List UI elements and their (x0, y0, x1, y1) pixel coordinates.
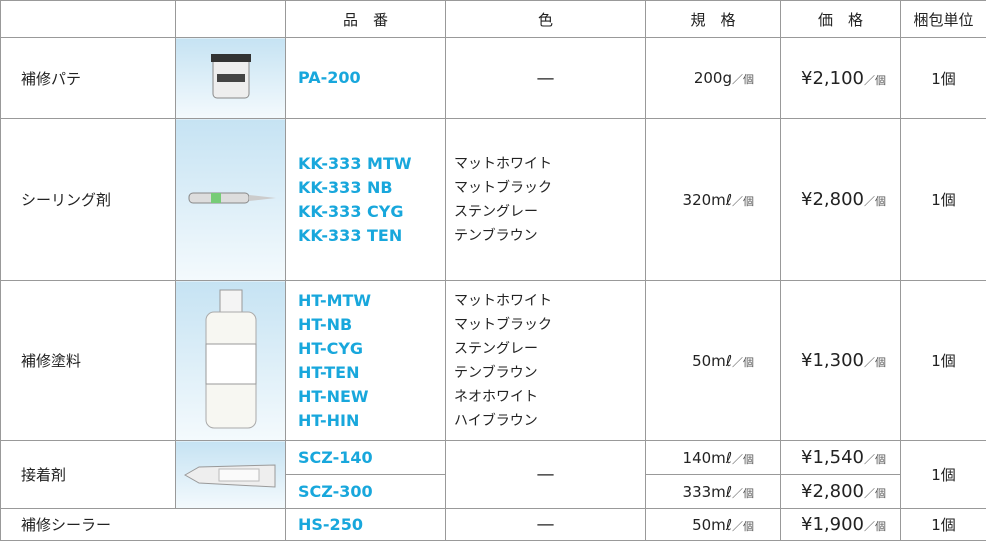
color-name: ハイブラウン (454, 409, 645, 433)
name: 接着剤 (1, 441, 176, 509)
part-number: KK-333 CYG (298, 200, 445, 224)
name: 補修シーラー (1, 509, 286, 541)
spec-cell: 50mℓ／個 (646, 509, 781, 541)
specs-amount: 200g (694, 69, 732, 87)
price-cell: ¥1,540／個 (781, 441, 901, 475)
specs-amount: 50mℓ (692, 516, 732, 534)
putty-icon (201, 46, 261, 106)
price-cell: ¥2,100／個 (781, 38, 901, 119)
prices-per: ／個 (864, 74, 886, 87)
price-cell: ¥2,800／個 (781, 475, 901, 509)
price-cell: ¥1,900／個 (781, 509, 901, 541)
tube-icon (179, 453, 283, 493)
header-cell: 梱包単位 (901, 1, 986, 38)
part-number: KK-333 MTW (298, 152, 445, 176)
prices-per: ／個 (864, 356, 886, 369)
row: 補修シーラー HS-250 — 50mℓ／個 ¥1,900／個 1個 (1, 509, 986, 541)
spec-cell: 50mℓ／個 (646, 281, 781, 441)
part-cell: HS-250 (286, 509, 446, 541)
prices-amount: ¥1,300 (801, 350, 864, 371)
header-cell: 色 (446, 1, 646, 38)
price-cell: ¥1,300／個 (781, 281, 901, 441)
name: シーリング剤 (1, 119, 176, 281)
prices-per: ／個 (864, 487, 886, 500)
specs-amount: 140mℓ (683, 449, 732, 467)
color-cell: — (446, 441, 646, 509)
specs-per: ／個 (732, 73, 754, 86)
spec-cell: 200g／個 (646, 38, 781, 119)
prices-per: ／個 (864, 520, 886, 533)
color-cell: マットホワイトマットブラックステングレーテンブラウン (446, 119, 646, 281)
unit: 1個 (901, 38, 986, 119)
color-cell: — (446, 38, 646, 119)
row: 接着剤 SCZ-140 — 140mℓ／個 ¥1,540／個 1個 (1, 441, 986, 475)
name: 補修パテ (1, 38, 176, 119)
name: 補修塗料 (1, 281, 176, 441)
header-cell: 品 番 (286, 1, 446, 38)
tube-icon (181, 183, 281, 213)
part-cell: SCZ-140 (286, 441, 446, 475)
specs-amount: 50mℓ (692, 352, 732, 370)
prices-amount: ¥2,100 (801, 68, 864, 89)
color-name: マットホワイト (454, 289, 645, 313)
specs-amount: 320mℓ (683, 191, 732, 209)
part-number: KK-333 TEN (298, 224, 445, 248)
part-number: HT-HIN (298, 409, 445, 433)
spec-cell: 333mℓ／個 (646, 475, 781, 509)
specs-amount: 333mℓ (683, 483, 732, 501)
color-cell: — (446, 509, 646, 541)
color-name: テンブラウン (454, 224, 645, 248)
color-name: ステングレー (454, 200, 645, 224)
part-number: PA-200 (298, 66, 445, 90)
prices-amount: ¥2,800 (801, 481, 864, 502)
image (176, 119, 286, 281)
unit: 1個 (901, 281, 986, 441)
specs-per: ／個 (732, 195, 754, 208)
part-number: HT-NB (298, 313, 445, 337)
color-name: マットホワイト (454, 152, 645, 176)
color-cell: マットホワイトマットブラックステングレーテンブラウンネオホワイトハイブラウン (446, 281, 646, 441)
part-cell: SCZ-300 (286, 475, 446, 509)
color-name: マットブラック (454, 176, 645, 200)
prices-per: ／個 (864, 195, 886, 208)
prices-amount: ¥2,800 (801, 189, 864, 210)
prices-per: ／個 (864, 453, 886, 466)
unit: 1個 (901, 119, 986, 281)
unit: 1個 (901, 441, 986, 509)
specs-per: ／個 (732, 453, 754, 466)
spec-cell: 140mℓ／個 (646, 441, 781, 475)
prices-amount: ¥1,900 (801, 514, 864, 535)
specs-per: ／個 (732, 520, 754, 533)
specs-per: ／個 (732, 487, 754, 500)
part-number: KK-333 NB (298, 176, 445, 200)
part-number: HT-NEW (298, 385, 445, 409)
header-row: 品 番 色 規 格 価 格 梱包単位 (1, 1, 986, 38)
image (176, 281, 286, 441)
unit: 1個 (901, 509, 986, 541)
header-cell: 価 格 (781, 1, 901, 38)
color-name: テンブラウン (454, 361, 645, 385)
part-number: HT-MTW (298, 289, 445, 313)
part-number: HT-TEN (298, 361, 445, 385)
part-cell: PA-200 (286, 38, 446, 119)
spec-cell: 320mℓ／個 (646, 119, 781, 281)
specs-per: ／個 (732, 356, 754, 369)
price-cell: ¥2,800／個 (781, 119, 901, 281)
color-name: ネオホワイト (454, 385, 645, 409)
color-name: マットブラック (454, 313, 645, 337)
part-number: HT-CYG (298, 337, 445, 361)
image (176, 38, 286, 119)
prices-amount: ¥1,540 (801, 447, 864, 468)
header-cell: 規 格 (646, 1, 781, 38)
image (176, 441, 286, 509)
bottle-icon (196, 284, 266, 434)
row: 補修パテ PA-200 — 200g／個 ¥2,100／個 1個 (1, 38, 986, 119)
color-name: ステングレー (454, 337, 645, 361)
